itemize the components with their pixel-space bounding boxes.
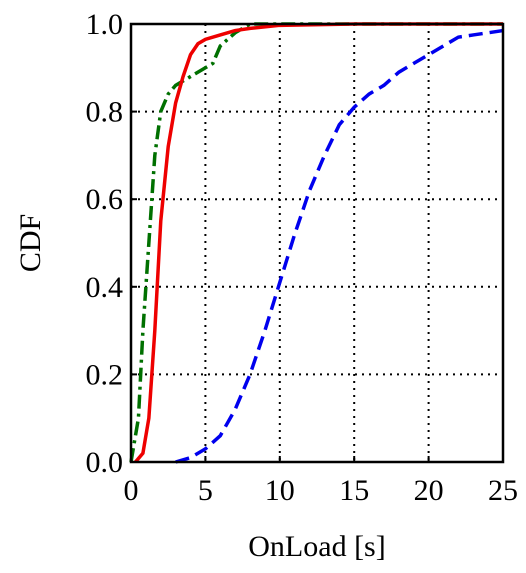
y-tick-label: 0.4 [86,271,124,304]
cdf-line [134,22,503,464]
x-tick-label: 15 [339,474,369,507]
y-tick-label: 0.8 [86,96,124,129]
y-tick-label: 0.6 [86,183,124,216]
y-tick-label: 1.0 [86,8,124,41]
y-tick-label: 0.2 [86,358,124,391]
cdf-line [175,28,504,464]
plot-frame [129,22,505,464]
y-tick-label: 0.0 [86,446,124,479]
y-axis-label: CDF [14,214,47,272]
x-tick-label: 5 [198,474,213,507]
x-axis-label: OnLoad [s] [248,530,385,563]
x-tick-label: 0 [124,474,139,507]
cdf-line [129,22,503,463]
x-tick-label: 20 [414,474,444,507]
x-tick-label: 25 [488,474,518,507]
x-tick-label: 10 [265,474,295,507]
